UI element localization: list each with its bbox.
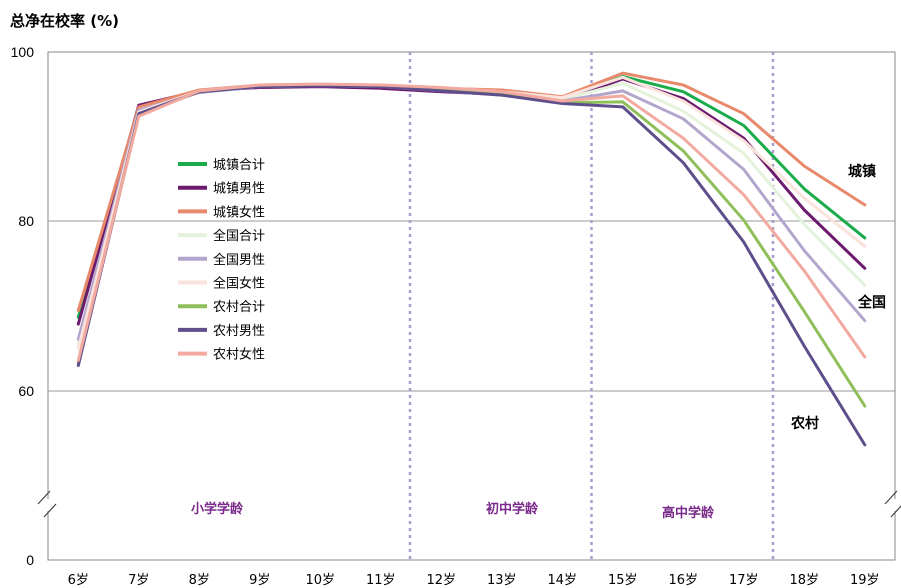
group-label: 农村 [790,415,819,432]
axis-break-gap [887,499,901,511]
stage-label: 初中学龄 [486,501,539,517]
legend-label: 农村女性 [213,347,265,363]
legend-label: 全国男性 [213,252,265,268]
y-axis-title: 总净在校率 (%) [10,12,119,30]
x-tick-label: 9岁 [249,573,270,588]
legend-label: 城镇女性 [213,204,265,220]
axis-break-mark [37,490,51,505]
legend-label: 城镇男性 [213,182,265,197]
y-tick-label-60: 60 [18,383,34,399]
y-tick-label-100: 100 [11,44,35,60]
x-tick-label: 11岁 [366,573,396,588]
legend-label: 全国女性 [213,276,265,292]
legend-label: 全国合计 [213,228,265,244]
x-tick-label: 15岁 [608,573,638,588]
x-tick-label: 6岁 [68,573,89,588]
x-tick-label: 12岁 [426,573,456,588]
x-tick-label: 18岁 [789,573,819,588]
x-tick-label: 16岁 [668,573,698,588]
x-tick-label: 8岁 [189,573,210,588]
legend-label: 城镇合计 [213,158,265,173]
series-line-农村女性 [76,82,867,362]
axis-break-mark [884,490,898,505]
legend-label: 农村合计 [213,300,265,315]
group-label: 城镇 [848,163,876,180]
stage-label: 小学学龄 [191,501,244,517]
y-tick-label-80: 80 [18,213,34,229]
stage-label: 高中学龄 [662,505,715,521]
plot-frame [47,51,896,561]
x-tick-label: 17岁 [729,573,759,588]
x-tick-label: 13岁 [487,573,517,588]
legend-label: 农村男性 [213,324,265,339]
group-label: 全国 [857,294,886,311]
axis-break-gap [40,499,56,511]
axis-break-mark [890,505,901,518]
x-tick-label: 7岁 [128,573,149,588]
y-tick-label-0: 0 [26,552,34,568]
x-tick-label: 14岁 [547,573,577,588]
x-tick-label: 10岁 [305,573,335,588]
axis-break-mark [43,503,57,518]
x-tick-label: 19岁 [850,573,880,588]
